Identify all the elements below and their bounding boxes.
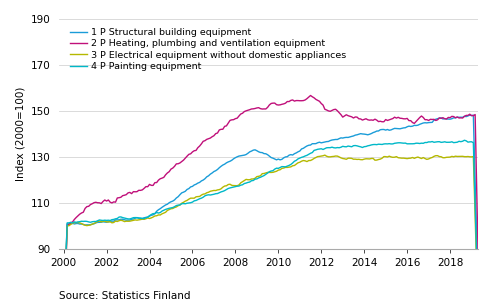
2 P Heating, plumbing and ventilation equipment [78,211,84,215]
1 P Structural building equipment [220,163,226,167]
3 P Electrical equipment without domestic appliances [395,156,401,160]
4 P Painting equipment [415,141,421,145]
1 P Structural building equipment [78,222,84,226]
2 P Heating, plumbing and ventilation equipment [175,162,181,166]
3 P Electrical equipment without domestic appliances [417,156,423,160]
2 P Heating, plumbing and ventilation equipment [297,99,303,102]
2 P Heating, plumbing and ventilation equipment [308,94,314,97]
Line: 3 P Electrical equipment without domestic appliances: 3 P Electrical equipment without domesti… [64,155,482,304]
4 P Painting equipment [220,189,226,193]
3 P Electrical equipment without domestic appliances [322,153,328,157]
Line: 4 P Painting equipment: 4 P Painting equipment [64,140,482,304]
4 P Painting equipment [393,141,399,145]
1 P Structural building equipment [393,127,399,130]
2 P Heating, plumbing and ventilation equipment [220,127,226,131]
1 P Structural building equipment [470,113,476,117]
Text: Source: Statistics Finland: Source: Statistics Finland [59,291,191,301]
2 P Heating, plumbing and ventilation equipment [417,116,423,119]
Y-axis label: Index (2000=100): Index (2000=100) [15,87,25,181]
4 P Painting equipment [297,156,303,160]
1 P Structural building equipment [415,123,421,127]
3 P Electrical equipment without domestic appliances [220,185,226,189]
Line: 1 P Structural building equipment: 1 P Structural building equipment [64,115,482,304]
Legend: 1 P Structural building equipment, 2 P Heating, plumbing and ventilation equipme: 1 P Structural building equipment, 2 P H… [68,26,348,73]
4 P Painting equipment [461,138,467,142]
2 P Heating, plumbing and ventilation equipment [395,116,401,119]
4 P Painting equipment [78,219,84,223]
3 P Electrical equipment without domestic appliances [175,204,181,208]
1 P Structural building equipment [175,195,181,199]
4 P Painting equipment [175,203,181,207]
3 P Electrical equipment without domestic appliances [297,161,303,164]
1 P Structural building equipment [297,149,303,153]
Line: 2 P Heating, plumbing and ventilation equipment: 2 P Heating, plumbing and ventilation eq… [64,95,482,304]
3 P Electrical equipment without domestic appliances [78,222,84,225]
